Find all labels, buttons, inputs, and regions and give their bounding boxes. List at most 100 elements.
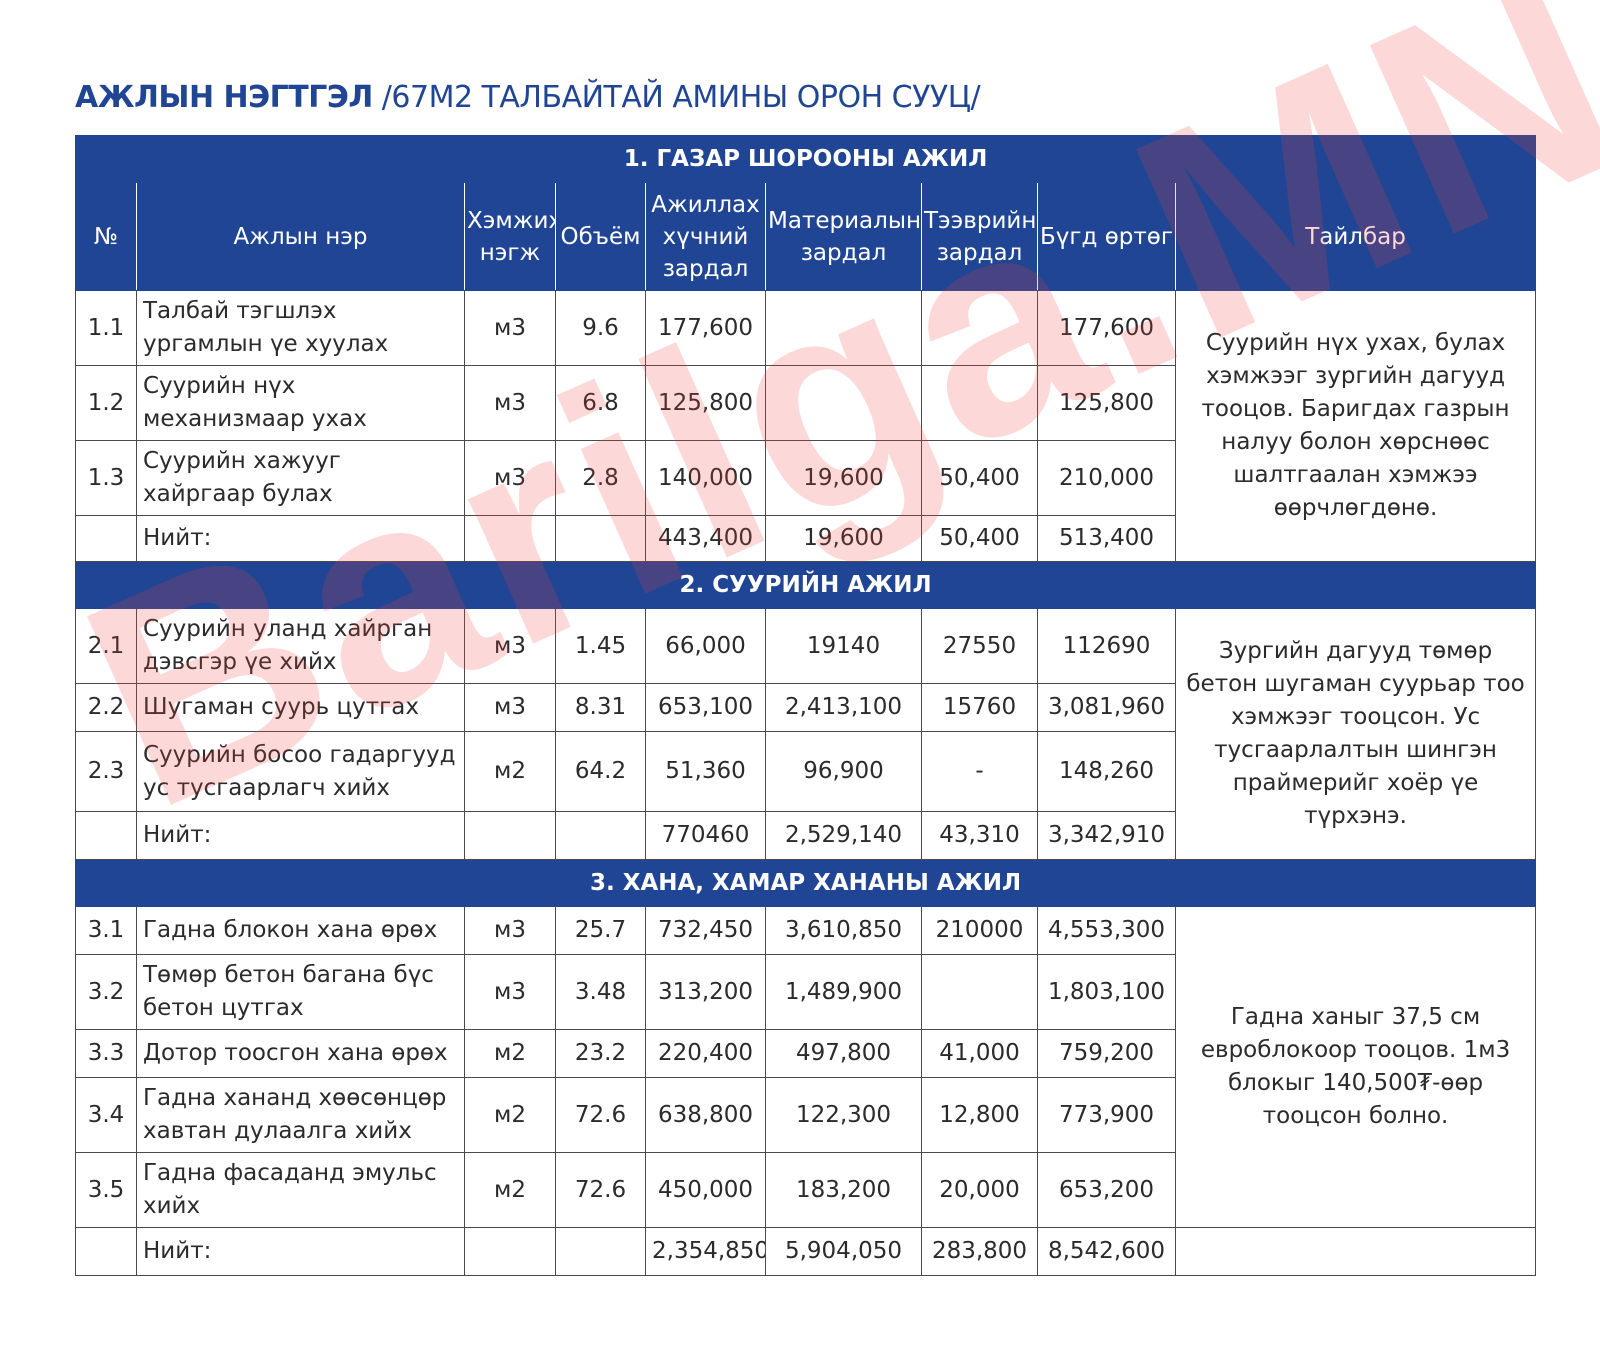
subtotal-volume-empty xyxy=(555,515,646,562)
total-cost: 773,900 xyxy=(1037,1077,1176,1153)
transport-cost: 12,800 xyxy=(921,1077,1038,1153)
table-body: 1. ГАЗАР ШОРООНЫ АЖИЛ № Ажлын нэр Хэмжих нэ… xyxy=(74,135,1537,1276)
subtotal-transport-cost: 283,800 xyxy=(921,1227,1038,1276)
work-name: Талбай тэгшлэх ургамлын үе хуулах xyxy=(136,290,465,366)
total-cost: 125,800 xyxy=(1037,365,1176,441)
table-row: 3.4 Гадна хананд хөөсөнцөр хавтан дулаалг… xyxy=(75,1077,1536,1153)
unit: м2 xyxy=(464,1077,556,1153)
page-title-main: АЖЛЫН НЭГТГЭЛ xyxy=(75,80,373,115)
total-cost: 653,200 xyxy=(1037,1152,1176,1228)
material-cost: 183,200 xyxy=(765,1152,922,1228)
material-cost: 3,610,850 xyxy=(765,906,922,955)
subtotal-row: Нийт: 2,354,850 5,904,050 283,800 8,542,600 xyxy=(75,1227,1537,1276)
labor-cost: 51,360 xyxy=(645,731,766,812)
subtotal-volume-empty xyxy=(555,811,646,860)
subtotal-number-empty xyxy=(75,811,137,860)
work-name: Дотор тоосгон хана өрөх xyxy=(136,1029,465,1078)
section-header-row: 3. ХАНА, ХАМАР ХАНАНЫ АЖИЛ xyxy=(74,859,1537,907)
work-summary-table: 1. ГАЗАР ШОРООНЫ АЖИЛ № Ажлын нэр Хэмжих нэ… xyxy=(74,135,1537,1276)
header-number: № xyxy=(75,182,137,291)
subtotal-material-cost: 19,600 xyxy=(765,515,922,562)
work-name: Гадна фасаданд эмульс хийх xyxy=(136,1152,465,1228)
header-volume: Объём xyxy=(555,182,646,291)
total-cost: 177,600 xyxy=(1037,290,1176,366)
labor-cost: 653,100 xyxy=(645,683,766,732)
labor-cost: 313,200 xyxy=(645,954,766,1030)
table-row: 1.2 Суурийн нүх механизмаар ухах м3 6.8 125,… xyxy=(75,365,1536,441)
work-name: Суурийн нүх механизмаар ухах xyxy=(136,365,465,441)
row-number: 1.3 xyxy=(75,440,137,516)
table-row: 2.2 Шугаман суурь цутгах м3 8.31 653,100 2,41… xyxy=(75,683,1536,732)
section-note: Зургийн дагууд төмөр бетон шугаман суурь… xyxy=(1174,608,1537,860)
transport-cost: 20,000 xyxy=(921,1152,1038,1228)
subtotal-transport-cost: 43,310 xyxy=(921,811,1038,860)
work-name: Гадна хананд хөөсөнцөр хавтан дулаалга х… xyxy=(136,1077,465,1153)
row-number: 3.3 xyxy=(75,1029,137,1078)
total-cost: 759,200 xyxy=(1037,1029,1176,1078)
unit: м3 xyxy=(464,365,556,441)
subtotal-label: Нийт: xyxy=(136,1227,465,1276)
unit: м2 xyxy=(464,731,556,812)
subtotal-label: Нийт: xyxy=(136,515,465,562)
row-number: 3.2 xyxy=(75,954,137,1030)
header-work-name: Ажлын нэр xyxy=(136,182,465,291)
material-cost: 497,800 xyxy=(765,1029,922,1078)
section-header-row: 2. СУУРИЙН АЖИЛ xyxy=(74,561,1537,609)
work-name: Суурийн хажууг хайргаар булах xyxy=(136,440,465,516)
unit: м3 xyxy=(464,440,556,516)
row-number: 2.3 xyxy=(75,731,137,812)
subtotal-number-empty xyxy=(75,515,137,562)
header-note: Тайлбар xyxy=(1174,182,1537,291)
column-header-row: № Ажлын нэр Хэмжих нэгж Объём Ажиллах хүчний… xyxy=(75,182,1537,291)
subtotal-number-empty xyxy=(75,1227,137,1276)
volume: 25.7 xyxy=(555,906,646,955)
total-cost: 112690 xyxy=(1037,608,1176,684)
volume: 23.2 xyxy=(555,1029,646,1078)
row-number: 1.1 xyxy=(75,290,137,366)
transport-cost: 27550 xyxy=(921,608,1038,684)
subtotal-volume-empty xyxy=(555,1227,646,1276)
volume: 6.8 xyxy=(555,365,646,441)
table-row: 1.3 Суурийн хажууг хайргаар булах м3 2.8 140… xyxy=(75,440,1536,516)
transport-cost: 50,400 xyxy=(921,440,1038,516)
labor-cost: 177,600 xyxy=(645,290,766,366)
total-cost: 148,260 xyxy=(1037,731,1176,812)
subtotal-total-cost: 8,542,600 xyxy=(1037,1227,1176,1276)
volume: 1.45 xyxy=(555,608,646,684)
section-title: 2. СУУРИЙН АЖИЛ xyxy=(74,561,1537,609)
section-note: Гадна ханыг 37,5 см евроблокоор тооцов. … xyxy=(1174,906,1537,1228)
table-row: 3.1 Гадна блокон хана өрөх м3 25.7 732,450 3,… xyxy=(75,906,1537,1228)
work-name: Гадна блокон хана өрөх xyxy=(136,906,465,955)
material-cost: 19,600 xyxy=(765,440,922,516)
material-cost: 122,300 xyxy=(765,1077,922,1153)
transport-cost: 210000 xyxy=(921,906,1038,955)
volume: 3.48 xyxy=(555,954,646,1030)
work-name: Төмөр бетон багана бүс бетон цутгах xyxy=(136,954,465,1030)
row-number: 1.2 xyxy=(75,365,137,441)
volume: 9.6 xyxy=(555,290,646,366)
material-cost: 1,489,900 xyxy=(765,954,922,1030)
section-title: 3. ХАНА, ХАМАР ХАНАНЫ АЖИЛ xyxy=(74,859,1537,907)
section-note: Суурийн нүх ухах, булах хэмжээг зургийн … xyxy=(1174,290,1537,562)
total-cost: 4,553,300 xyxy=(1037,906,1176,955)
work-name: Шугаман суурь цутгах xyxy=(136,683,465,732)
unit: м3 xyxy=(464,608,556,684)
header-unit: Хэмжих нэгж xyxy=(464,182,556,291)
subtotal-row: Нийт: 770460 2,529,140 43,310 3,342,910 xyxy=(75,811,1536,860)
table-row: 2.1 Суурийн уланд хайрган дэвсгэр үе хийх… xyxy=(75,608,1537,860)
section-header-row: 1. ГАЗАР ШОРООНЫ АЖИЛ xyxy=(74,135,1537,183)
subtotal-row: Нийт: 443,400 19,600 50,400 513,400 xyxy=(75,515,1536,562)
table-row: 2.3 Суурийн босоо гадаргууд ус тусгаарлаг… xyxy=(75,731,1536,812)
total-cost: 3,081,960 xyxy=(1037,683,1176,732)
volume: 64.2 xyxy=(555,731,646,812)
header-transport-cost: Тээврийн зардал xyxy=(921,182,1038,291)
volume: 2.8 xyxy=(555,440,646,516)
volume: 72.6 xyxy=(555,1152,646,1228)
subtotal-labor-cost: 2,354,850 xyxy=(645,1227,766,1276)
material-cost: 2,413,100 xyxy=(765,683,922,732)
row-number: 3.1 xyxy=(75,906,137,955)
volume: 8.31 xyxy=(555,683,646,732)
subtotal-label: Нийт: xyxy=(136,811,465,860)
labor-cost: 125,800 xyxy=(645,365,766,441)
labor-cost: 732,450 xyxy=(645,906,766,955)
